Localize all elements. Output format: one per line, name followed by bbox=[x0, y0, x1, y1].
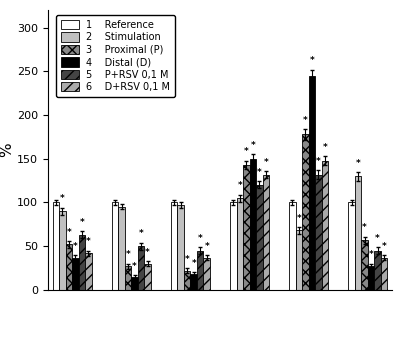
Text: *: * bbox=[382, 241, 386, 251]
Text: *: * bbox=[80, 218, 84, 227]
Text: *: * bbox=[362, 223, 367, 232]
Bar bbox=[322, 161, 328, 290]
Bar bbox=[59, 211, 66, 290]
Bar bbox=[243, 165, 250, 290]
Bar bbox=[118, 207, 125, 290]
Bar bbox=[355, 176, 361, 290]
Bar bbox=[138, 246, 144, 290]
Bar bbox=[236, 198, 243, 290]
Bar bbox=[250, 159, 256, 290]
Bar bbox=[178, 205, 184, 290]
Bar bbox=[66, 244, 72, 290]
Bar bbox=[361, 240, 368, 290]
Bar bbox=[204, 257, 210, 290]
Bar bbox=[125, 266, 131, 290]
Bar bbox=[72, 257, 79, 290]
Bar bbox=[230, 203, 236, 290]
Bar bbox=[302, 134, 309, 290]
Bar bbox=[374, 251, 381, 290]
Text: *: * bbox=[264, 158, 268, 167]
Text: *: * bbox=[322, 143, 327, 152]
Bar bbox=[190, 274, 197, 290]
Text: *: * bbox=[86, 237, 91, 246]
Text: *: * bbox=[257, 168, 262, 177]
Bar bbox=[144, 264, 151, 290]
Bar bbox=[262, 175, 269, 290]
Text: *: * bbox=[204, 241, 209, 251]
Text: *: * bbox=[126, 250, 130, 259]
Text: *: * bbox=[60, 194, 65, 203]
Bar bbox=[131, 277, 138, 290]
Text: *: * bbox=[67, 227, 71, 237]
Text: *: * bbox=[369, 250, 373, 259]
Text: *: * bbox=[303, 116, 308, 125]
Y-axis label: %: % bbox=[0, 143, 14, 157]
Bar bbox=[112, 203, 118, 290]
Text: *: * bbox=[356, 159, 360, 167]
Bar bbox=[381, 257, 387, 290]
Text: *: * bbox=[375, 234, 380, 243]
Bar bbox=[348, 203, 355, 290]
Text: *: * bbox=[310, 56, 314, 65]
Bar bbox=[197, 251, 204, 290]
Bar bbox=[368, 266, 374, 290]
Text: *: * bbox=[250, 141, 255, 150]
Text: *: * bbox=[296, 213, 301, 223]
Text: *: * bbox=[191, 259, 196, 268]
Text: *: * bbox=[316, 157, 321, 166]
Bar bbox=[309, 76, 315, 290]
Bar bbox=[256, 185, 262, 290]
Text: *: * bbox=[198, 234, 202, 243]
Text: *: * bbox=[73, 241, 78, 251]
Bar bbox=[79, 235, 85, 290]
Text: *: * bbox=[238, 181, 242, 190]
Text: *: * bbox=[139, 229, 144, 238]
Bar bbox=[289, 203, 296, 290]
Legend: 1    Reference, 2    Stimulation, 3    Proximal (P), 4    Distal (D), 5    P+RSV: 1 Reference, 2 Stimulation, 3 Proximal (… bbox=[56, 15, 175, 97]
Bar bbox=[171, 203, 178, 290]
Bar bbox=[53, 203, 59, 290]
Text: *: * bbox=[244, 147, 249, 156]
Bar bbox=[184, 271, 190, 290]
Text: *: * bbox=[132, 262, 137, 271]
Bar bbox=[85, 253, 92, 290]
Bar bbox=[296, 231, 302, 290]
Bar bbox=[315, 175, 322, 290]
Text: *: * bbox=[185, 255, 190, 264]
Text: *: * bbox=[145, 248, 150, 257]
